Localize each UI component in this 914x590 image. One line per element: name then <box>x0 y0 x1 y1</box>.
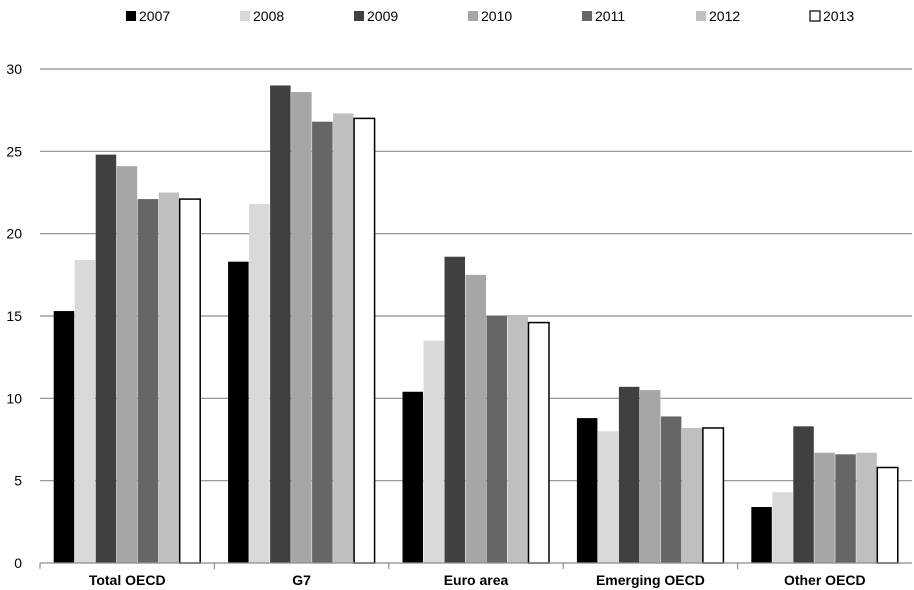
y-tick-label: 10 <box>6 390 22 406</box>
bar-group <box>576 386 725 564</box>
bar <box>702 427 725 564</box>
legend-label: 2013 <box>823 8 854 24</box>
legend-label: 2009 <box>367 8 398 24</box>
bar-group <box>751 426 899 564</box>
x-axis-ticks <box>39 563 739 569</box>
bar <box>291 92 312 563</box>
y-axis-tick-labels: 0 5 10 15 20 25 30 <box>6 61 22 571</box>
bar <box>618 386 640 563</box>
bar <box>772 492 793 563</box>
y-tick-label: 5 <box>14 473 22 489</box>
legend-label: 2011 <box>595 8 625 24</box>
bar <box>158 192 180 563</box>
y-tick-label: 30 <box>6 61 22 77</box>
x-category-label: Emerging OECD <box>596 572 705 588</box>
legend-item: 2009 <box>354 8 398 24</box>
legend-label: 2010 <box>481 8 512 24</box>
legend-item: 2007 <box>126 8 170 24</box>
bar <box>465 274 486 563</box>
bar <box>444 256 465 563</box>
bar <box>333 113 354 564</box>
bar <box>814 452 835 563</box>
bar <box>423 340 444 563</box>
bar <box>639 390 661 563</box>
bar-groups <box>53 85 899 564</box>
bar <box>402 391 423 563</box>
legend-item: 2010 <box>468 8 512 24</box>
bar <box>856 452 877 563</box>
bar <box>527 321 550 564</box>
legend-label: 2007 <box>139 8 170 24</box>
bar <box>751 507 772 563</box>
x-category-label: G7 <box>292 572 311 588</box>
bar <box>486 316 507 563</box>
legend-swatch <box>582 11 592 21</box>
bar <box>137 199 159 563</box>
legend-item: 2011 <box>582 8 625 24</box>
bar <box>53 311 75 563</box>
bar <box>95 154 117 564</box>
x-axis-category-labels: Total OECD G7 Euro area Emerging OECD Other … <box>89 572 866 588</box>
bar <box>576 418 598 563</box>
y-tick-label: 15 <box>6 308 22 324</box>
bar <box>353 117 376 564</box>
y-tick-label: 0 <box>14 555 22 571</box>
legend-item: 2012 <box>696 8 740 24</box>
bar <box>681 427 703 563</box>
legend-swatch <box>468 11 478 21</box>
bar <box>249 204 270 563</box>
legend-swatch <box>240 11 250 21</box>
bar-group <box>228 85 376 564</box>
legend-item: 2013 <box>809 8 854 24</box>
bar-group <box>402 256 550 564</box>
x-category-label: Other OECD <box>784 572 866 588</box>
bar <box>793 426 814 563</box>
legend-swatch <box>126 11 136 21</box>
x-category-label: Euro area <box>444 572 509 588</box>
y-tick-label: 25 <box>6 143 22 159</box>
bar <box>312 121 333 564</box>
bar-group <box>53 154 201 564</box>
bar <box>116 166 138 564</box>
legend-label: 2008 <box>253 8 284 24</box>
x-category-label: Total OECD <box>89 572 166 588</box>
legend-item: 2008 <box>240 8 284 24</box>
legend-swatch <box>354 11 364 21</box>
bar <box>228 261 249 563</box>
bar <box>876 466 899 564</box>
bar <box>178 198 201 564</box>
bar <box>74 260 96 563</box>
legend-swatch <box>809 10 821 22</box>
bar <box>597 431 619 563</box>
bar <box>507 316 528 563</box>
chart-legend: 2007 2008 2009 2010 2011 2012 2013 <box>126 8 854 24</box>
bar <box>835 454 856 563</box>
legend-label: 2012 <box>709 8 740 24</box>
bar <box>660 416 682 563</box>
y-tick-label: 20 <box>6 226 22 242</box>
legend-swatch <box>696 11 706 21</box>
bar <box>270 85 291 563</box>
